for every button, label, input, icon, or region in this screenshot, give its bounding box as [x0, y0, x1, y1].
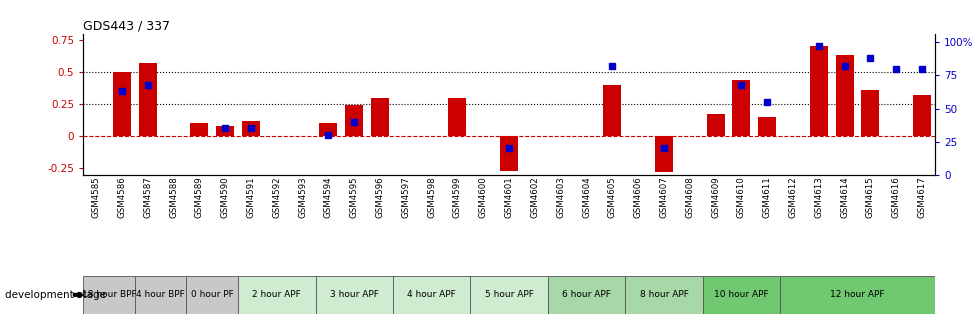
Bar [757, 117, 776, 136]
Text: GSM4598: GSM4598 [426, 177, 436, 218]
Bar [238, 276, 315, 314]
Text: GDS443 / 337: GDS443 / 337 [83, 19, 170, 33]
Text: GSM4599: GSM4599 [453, 177, 462, 218]
Bar [809, 46, 827, 136]
Text: GSM4601: GSM4601 [504, 177, 513, 218]
Bar [448, 98, 466, 136]
Text: GSM4614: GSM4614 [839, 177, 848, 218]
Bar [706, 115, 724, 136]
Bar [186, 276, 238, 314]
Text: GSM4597: GSM4597 [401, 177, 410, 218]
Text: GSM4592: GSM4592 [272, 177, 281, 218]
Text: GSM4612: GSM4612 [787, 177, 797, 218]
Text: 18 hour BPF: 18 hour BPF [81, 290, 136, 299]
Bar [861, 90, 878, 136]
Text: GSM4605: GSM4605 [607, 177, 616, 218]
Bar [548, 276, 625, 314]
Text: GSM4600: GSM4600 [478, 177, 487, 218]
Text: GSM4610: GSM4610 [736, 177, 745, 218]
Text: GSM4593: GSM4593 [297, 177, 307, 218]
Text: development stage: development stage [5, 290, 106, 300]
Text: 6 hour APF: 6 hour APF [561, 290, 610, 299]
Bar [319, 123, 337, 136]
Text: 2 hour APF: 2 hour APF [252, 290, 301, 299]
Bar [135, 276, 186, 314]
Text: GSM4589: GSM4589 [195, 177, 203, 218]
Bar [654, 136, 672, 172]
Text: GSM4604: GSM4604 [581, 177, 591, 218]
Text: GSM4613: GSM4613 [814, 177, 822, 218]
Text: 8 hour APF: 8 hour APF [639, 290, 688, 299]
Bar [732, 80, 749, 136]
Text: GSM4617: GSM4617 [916, 177, 925, 218]
Bar [500, 136, 517, 171]
Bar [83, 276, 135, 314]
Text: GSM4606: GSM4606 [633, 177, 642, 218]
Text: GSM4616: GSM4616 [891, 177, 900, 218]
Text: GSM4608: GSM4608 [685, 177, 693, 218]
Bar [345, 106, 363, 136]
Text: GSM4590: GSM4590 [220, 177, 230, 218]
Bar [469, 276, 548, 314]
Text: GSM4611: GSM4611 [762, 177, 771, 218]
Bar [139, 63, 156, 136]
Text: GSM4603: GSM4603 [556, 177, 564, 218]
Bar [702, 276, 779, 314]
Text: GSM4615: GSM4615 [865, 177, 874, 218]
Text: 12 hour APF: 12 hour APF [829, 290, 884, 299]
Bar [625, 276, 702, 314]
Text: 4 hour BPF: 4 hour BPF [136, 290, 185, 299]
Bar [216, 126, 234, 136]
Text: GSM4591: GSM4591 [246, 177, 255, 218]
Bar [912, 95, 930, 136]
Bar [779, 276, 934, 314]
Bar [371, 98, 388, 136]
Bar [242, 121, 260, 136]
Bar [602, 85, 621, 136]
Bar [112, 72, 131, 136]
Text: GSM4588: GSM4588 [169, 177, 178, 218]
Text: GSM4596: GSM4596 [376, 177, 384, 218]
Text: GSM4594: GSM4594 [324, 177, 333, 218]
Bar [315, 276, 392, 314]
Text: 5 hour APF: 5 hour APF [484, 290, 533, 299]
Text: 3 hour APF: 3 hour APF [330, 290, 378, 299]
Bar [392, 276, 469, 314]
Bar [834, 55, 853, 136]
Text: GSM4586: GSM4586 [117, 177, 126, 218]
Text: GSM4602: GSM4602 [530, 177, 539, 218]
Text: GSM4595: GSM4595 [349, 177, 358, 218]
Text: GSM4585: GSM4585 [92, 177, 101, 218]
Text: GSM4607: GSM4607 [659, 177, 668, 218]
Text: 4 hour APF: 4 hour APF [407, 290, 456, 299]
Text: 10 hour APF: 10 hour APF [713, 290, 768, 299]
Text: GSM4609: GSM4609 [710, 177, 720, 218]
Text: 0 hour PF: 0 hour PF [191, 290, 234, 299]
Bar [190, 123, 208, 136]
Text: GSM4587: GSM4587 [143, 177, 153, 218]
